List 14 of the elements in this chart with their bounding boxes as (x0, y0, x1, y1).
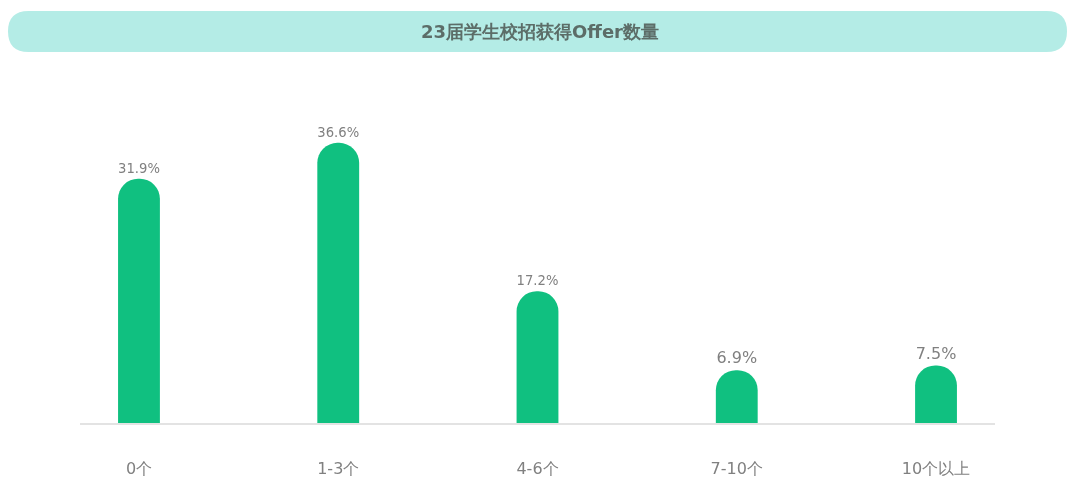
data-label: 6.9% (716, 348, 758, 368)
bar (118, 178, 160, 423)
x-tick-label: 7-10个 (710, 458, 763, 478)
x-tick-label: 0个 (125, 458, 153, 478)
x-tick-label: 10个以上 (901, 458, 971, 478)
bar (516, 291, 559, 423)
data-label: 31.9% (118, 160, 160, 176)
x-tick-label: 4-6个 (516, 458, 559, 478)
bar (317, 142, 360, 423)
data-label: 7.5% (915, 343, 957, 363)
data-label: 17.2% (516, 273, 559, 289)
x-tick-label: 1-3个 (317, 458, 360, 478)
chart-title: 23届学生校招获得Offer数量 (420, 20, 660, 42)
data-label: 36.6% (317, 124, 360, 140)
